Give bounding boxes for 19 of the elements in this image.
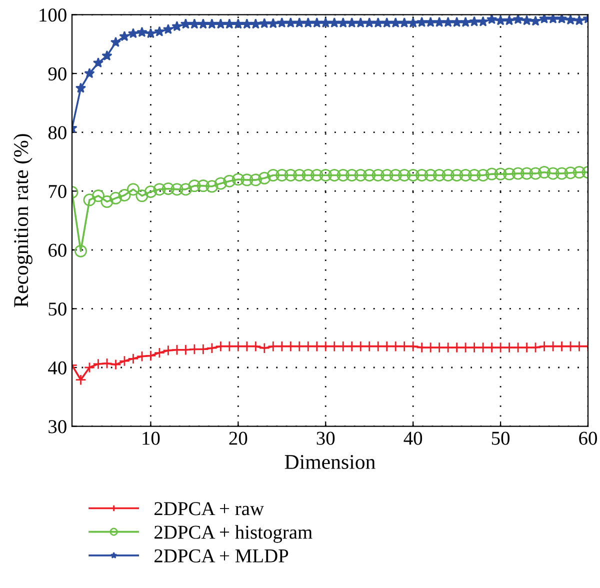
x-tick-label: 50 xyxy=(492,432,510,445)
y-tick-label: 100 xyxy=(40,8,66,22)
y-tick-label: 60 xyxy=(48,244,66,257)
x-tick-label: 20 xyxy=(229,432,248,445)
y-tick-label: 80 xyxy=(48,126,66,140)
y-tick-label: 40 xyxy=(48,361,66,374)
x-tick-label: 40 xyxy=(404,432,422,445)
legend-label: 2DPCA + histogram xyxy=(154,525,312,543)
x-tick-label: 10 xyxy=(142,432,160,445)
y-tick-label: 50 xyxy=(48,302,66,316)
x-tick-label: 30 xyxy=(316,432,335,445)
x-axis-title: Dimension xyxy=(284,455,376,470)
legend-label: 2DPCA + MLDP xyxy=(154,549,288,562)
y-axis-title: Recognition rate (%) xyxy=(13,134,32,308)
x-tick-label: 60 xyxy=(579,432,597,445)
y-tick-label: 90 xyxy=(48,67,66,80)
legend-label: 2DPCA + raw xyxy=(154,502,264,516)
y-tick-label: 70 xyxy=(48,184,66,198)
y-tick-label: 30 xyxy=(48,420,66,434)
